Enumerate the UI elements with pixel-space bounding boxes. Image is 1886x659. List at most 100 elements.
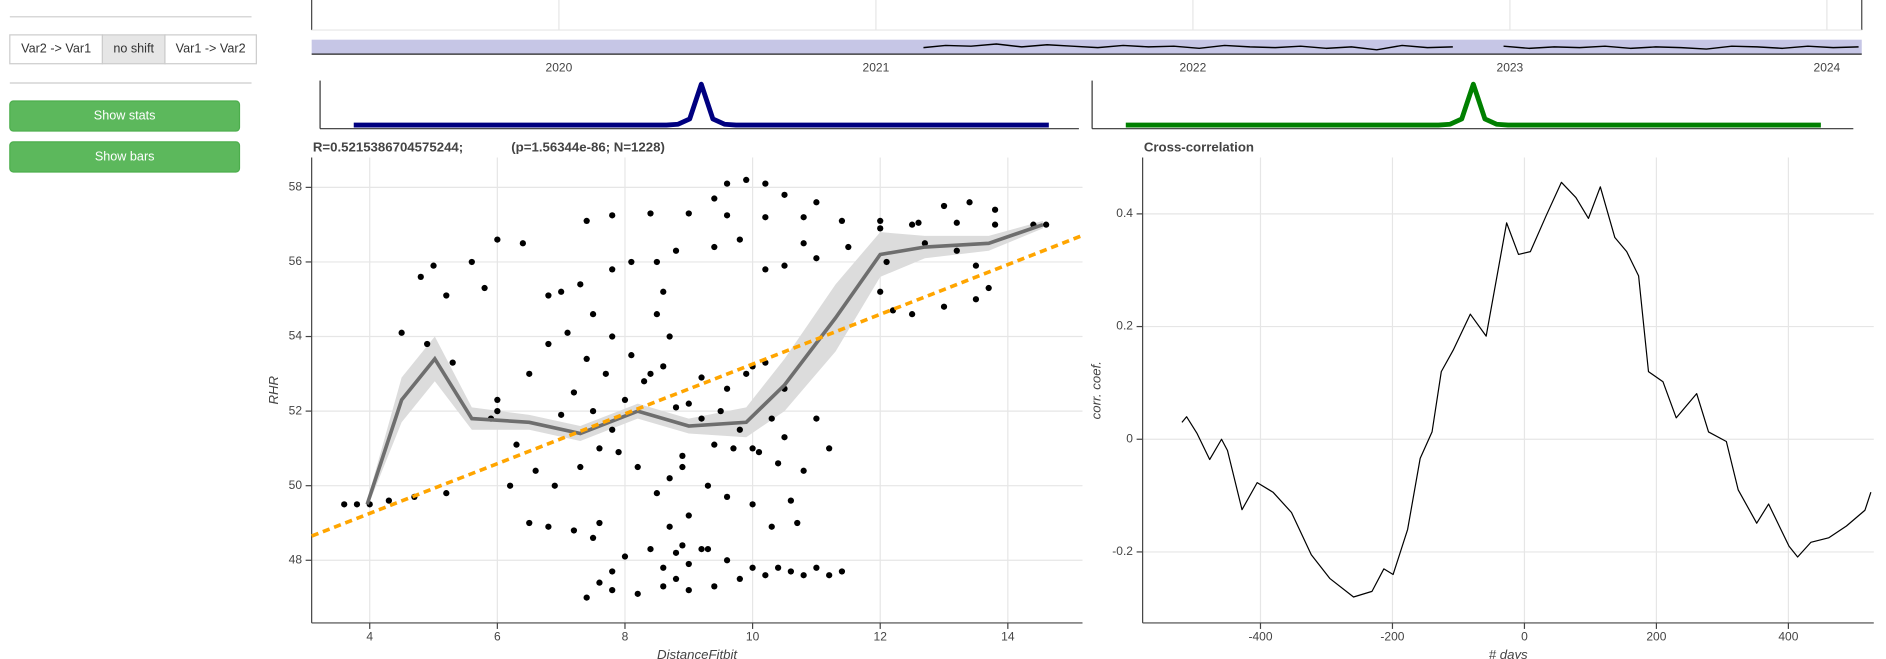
data-point <box>1042 221 1050 228</box>
data-point <box>749 564 756 571</box>
data-point <box>341 501 348 508</box>
data-point <box>647 545 654 553</box>
fit-line <box>311 233 1084 538</box>
data-point <box>602 370 609 377</box>
confidence-band <box>367 220 1043 509</box>
data-point <box>685 210 692 217</box>
data-point <box>583 217 590 225</box>
data-point <box>953 219 960 226</box>
shift-button-label[interactable]: no shift <box>113 42 154 56</box>
data-point <box>385 497 392 504</box>
data-point <box>634 463 641 471</box>
data-point <box>698 374 705 381</box>
data-line <box>1181 181 1872 598</box>
data-point <box>526 519 533 527</box>
shift-button-label[interactable]: Var1 -> Var2 <box>176 42 246 56</box>
data-point <box>672 549 680 556</box>
data-point <box>743 370 750 377</box>
data-point <box>609 568 616 575</box>
data-point <box>660 363 667 370</box>
x-tick-label: 400 <box>1778 630 1798 644</box>
data-point <box>506 482 514 489</box>
action-button[interactable] <box>9 141 241 173</box>
x-tick-label: -200 <box>1380 630 1404 644</box>
data-point <box>609 426 616 433</box>
data-point <box>545 523 552 530</box>
x-tick-label: 2020 <box>546 61 573 75</box>
data-point <box>570 527 578 534</box>
data-point <box>545 292 552 299</box>
x-tick-label: 0 <box>1521 630 1528 644</box>
data-point <box>660 564 667 571</box>
data-point <box>883 258 890 266</box>
x-tick-label: 4 <box>366 630 373 644</box>
data-point <box>711 195 718 202</box>
data-point <box>443 292 450 299</box>
data-point <box>685 400 692 407</box>
x-tick-label: -400 <box>1248 630 1272 644</box>
x-tick-label: 200 <box>1646 630 1666 644</box>
data-point <box>794 519 801 527</box>
x-tick-label: 2024 <box>1814 61 1841 75</box>
data-point <box>660 583 667 590</box>
data-point <box>679 452 686 459</box>
data-point <box>813 415 820 422</box>
data-point <box>628 352 635 359</box>
data-point <box>494 396 501 404</box>
data-point <box>577 281 584 288</box>
data-point <box>666 475 673 482</box>
data-point <box>672 247 680 254</box>
data-point <box>762 572 769 579</box>
y-axis-label: RHR <box>266 375 281 404</box>
action-button[interactable] <box>9 100 241 132</box>
data-point <box>736 426 743 433</box>
data-point <box>494 407 501 415</box>
data-point <box>762 180 769 187</box>
data-point <box>940 202 948 210</box>
data-point <box>494 236 501 243</box>
data-line <box>353 81 1049 128</box>
data-point <box>781 191 788 198</box>
data-point <box>711 243 718 251</box>
data-point <box>564 329 571 336</box>
data-line <box>923 43 1859 51</box>
data-point <box>698 545 705 553</box>
data-point <box>647 370 654 377</box>
y-tick-label: -0.2 <box>1112 544 1133 558</box>
data-point <box>609 586 616 594</box>
y-tick-label: 56 <box>289 254 303 268</box>
data-point <box>826 572 833 579</box>
data-point <box>621 396 629 404</box>
action-button-label[interactable]: Show stats <box>94 108 156 122</box>
shift-button[interactable] <box>164 34 257 65</box>
data-point <box>570 389 578 396</box>
shift-button-label[interactable]: Var2 -> Var1 <box>21 42 91 56</box>
data-point <box>915 219 922 226</box>
data-point <box>653 490 661 497</box>
data-point <box>481 284 488 292</box>
data-point <box>781 434 788 441</box>
data-point <box>589 407 597 415</box>
data-point <box>985 284 992 292</box>
chart-title: R=0.5215386704575244; <box>313 139 463 154</box>
data-point <box>800 214 807 221</box>
x-axis-label: # days <box>1489 647 1528 659</box>
data-point <box>596 445 603 452</box>
data-point <box>583 355 590 363</box>
y-tick-label: 58 <box>289 180 303 194</box>
data-point <box>781 262 788 269</box>
data-point <box>640 378 648 385</box>
data-point <box>513 441 520 448</box>
data-point <box>749 501 756 508</box>
data-point <box>615 449 622 456</box>
data-point <box>723 212 731 219</box>
data-point <box>736 575 743 583</box>
data-point <box>679 542 686 549</box>
action-button-label[interactable]: Show bars <box>95 149 155 163</box>
data-point <box>353 501 361 508</box>
data-point <box>762 214 769 221</box>
data-point <box>653 311 661 318</box>
mean-line <box>365 222 1044 505</box>
